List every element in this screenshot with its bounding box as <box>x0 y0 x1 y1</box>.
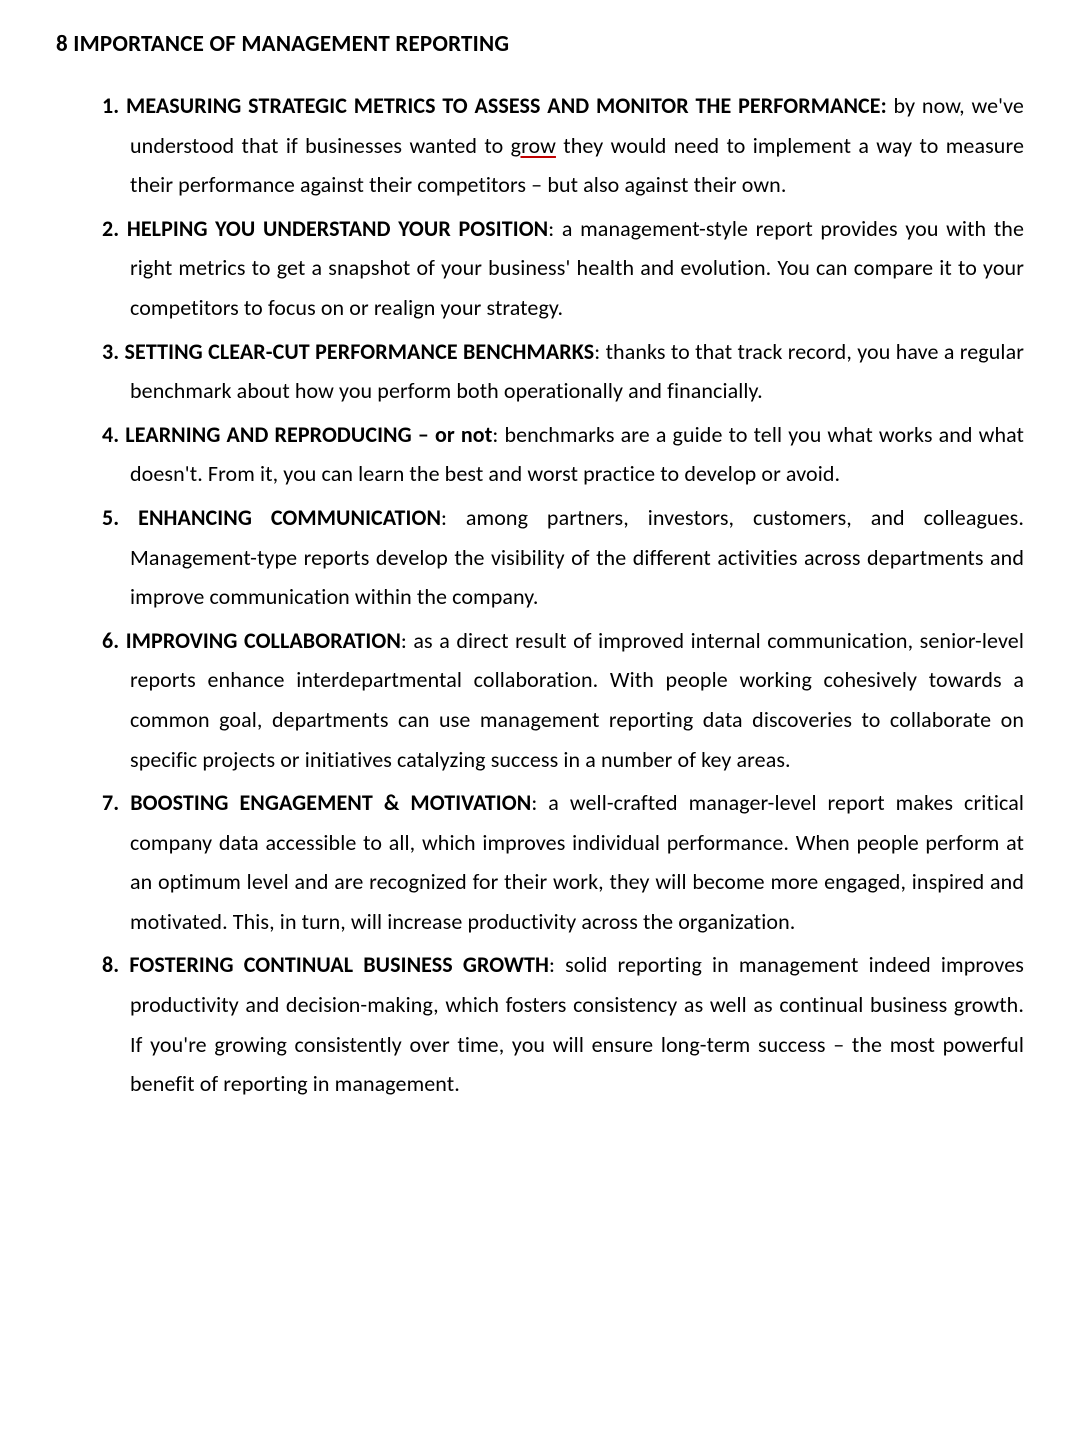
list-item-8: 8. FOSTERING CONTINUAL BUSINESS GROWTH: … <box>102 945 1024 1103</box>
item-heading: ENHANCING COMMUNICATION <box>138 504 441 531</box>
page-title: 8 IMPORTANCE OF MANAGEMENT REPORTING <box>56 30 1024 58</box>
item-number: 2. <box>102 215 127 242</box>
item-heading: BOOSTING ENGAGEMENT & MOTIVATION <box>130 789 531 816</box>
item-number: 8. <box>102 951 129 978</box>
item-heading: MEASURING STRATEGIC METRICS TO ASSESS AN… <box>126 92 887 119</box>
item-heading: FOSTERING CONTINUAL BUSINESS GROWTH <box>129 951 549 978</box>
list-item-5: 5. ENHANCING COMMUNICATION: among partne… <box>102 498 1024 617</box>
list-item-2: 2. HELPING YOU UNDERSTAND YOUR POSITION:… <box>102 209 1024 328</box>
list-item-1: 1. MEASURING STRATEGIC METRICS TO ASSESS… <box>102 86 1024 205</box>
document-page: 8 IMPORTANCE OF MANAGEMENT REPORTING 1. … <box>0 0 1080 1148</box>
item-heading-ornot: or not <box>435 421 492 448</box>
item-heading: IMPROVING COLLABORATION <box>126 627 401 654</box>
list-item-3: 3. SETTING CLEAR-CUT PERFORMANCE BENCHMA… <box>102 332 1024 411</box>
item-number: 3. <box>102 338 125 365</box>
item-heading: HELPING YOU UNDERSTAND YOUR POSITION <box>127 215 548 242</box>
item-number: 5. <box>102 504 138 531</box>
list-item-6: 6. IMPROVING COLLABORATION: as a direct … <box>102 621 1024 779</box>
item-heading: LEARNING AND REPRODUCING – <box>125 421 435 448</box>
item-number: 6. <box>102 627 126 654</box>
underlined-word: grow <box>511 132 556 159</box>
item-number: 7. <box>102 789 130 816</box>
item-number: 1. <box>102 92 126 119</box>
item-number: 4. <box>102 421 125 448</box>
item-heading: SETTING CLEAR-CUT PERFORMANCE BENCHMARKS <box>125 338 595 365</box>
list-item-7: 7. BOOSTING ENGAGEMENT & MOTIVATION: a w… <box>102 783 1024 941</box>
list-item-4: 4. LEARNING AND REPRODUCING – or not: be… <box>102 415 1024 494</box>
ordered-list: 1. MEASURING STRATEGIC METRICS TO ASSESS… <box>56 86 1024 1104</box>
